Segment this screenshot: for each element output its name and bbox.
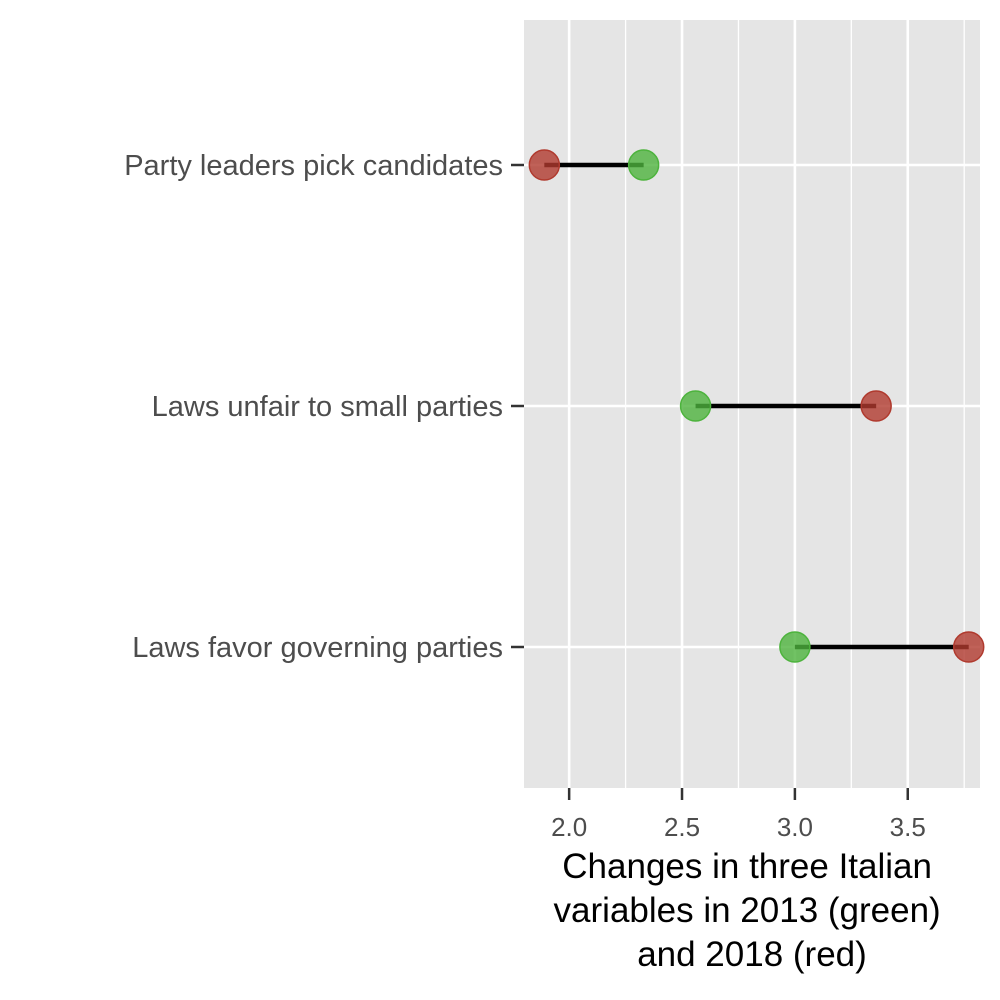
x-tick-label: 3.0 bbox=[777, 812, 813, 842]
point-2013 bbox=[679, 390, 712, 422]
x-tick-label: 2.0 bbox=[551, 812, 587, 842]
y-tick-label: Laws favor governing parties bbox=[132, 632, 503, 664]
y-tick-label: Laws unfair to small parties bbox=[152, 391, 503, 423]
point-2013 bbox=[627, 149, 660, 181]
y-axis: Party leaders pick candidates Laws unfair… bbox=[124, 150, 524, 664]
point-2018 bbox=[528, 149, 561, 181]
x-axis-title-line-1: Changes in three Italian bbox=[562, 847, 932, 886]
x-tick-label: 2.5 bbox=[664, 812, 700, 842]
dumbbell-segments bbox=[544, 162, 969, 650]
point-2018 bbox=[952, 631, 985, 663]
point-2018 bbox=[860, 390, 892, 422]
x-axis: 2.0 2.5 3.0 3.5 bbox=[551, 788, 926, 842]
y-tick-label: Party leaders pick candidates bbox=[124, 150, 503, 182]
x-axis-title-line-3: and 2018 (red) bbox=[637, 935, 867, 974]
x-axis-title-line-2: variables in 2013 (green) bbox=[554, 891, 941, 930]
x-tick-label: 3.5 bbox=[890, 812, 926, 842]
x-axis-title: Changes in three Italian variables in 20… bbox=[554, 847, 951, 974]
point-2013 bbox=[779, 631, 811, 663]
data-points bbox=[528, 149, 985, 663]
